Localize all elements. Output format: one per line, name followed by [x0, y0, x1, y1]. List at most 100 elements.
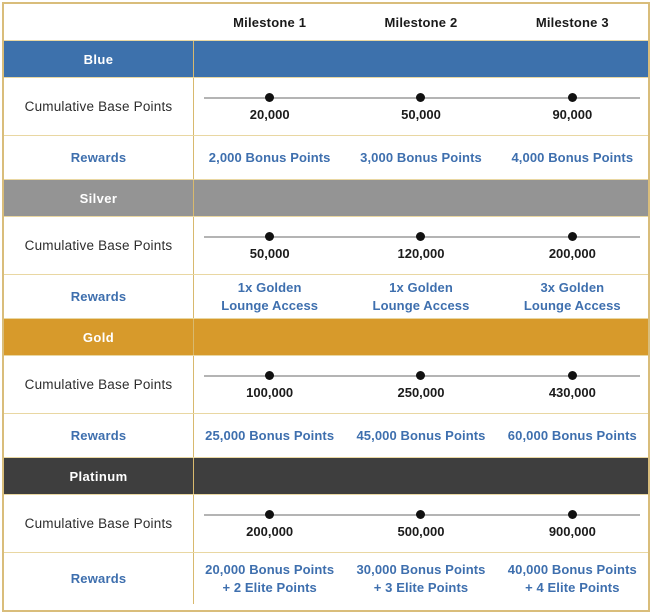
cumulative-row-gold: Cumulative Base Points 100,000 250,000 4… [4, 355, 648, 413]
milestone-point: 500,000 [345, 495, 496, 552]
milestone-point: 50,000 [194, 217, 345, 274]
milestone-value: 90,000 [552, 107, 593, 122]
tier-name: Platinum [69, 468, 128, 484]
milestone-value: 500,000 [397, 524, 445, 539]
cumulative-row-platinum: Cumulative Base Points 200,000 500,000 9… [4, 494, 648, 552]
cumulative-row-silver: Cumulative Base Points 50,000 120,000 20… [4, 216, 648, 274]
milestone-value: 430,000 [548, 385, 596, 400]
milestone-dot [416, 510, 426, 519]
rewards-row-gold: Rewards 25,000 Bonus Points 45,000 Bonus… [4, 413, 648, 457]
reward-item: 20,000 Bonus Points + 2 Elite Points [194, 553, 345, 604]
row-label-rewards: Rewards [70, 571, 127, 586]
reward-line-1: 45,000 Bonus Points [356, 427, 486, 443]
milestone-value: 250,000 [397, 385, 445, 400]
milestone-slider: 50,000 120,000 200,000 [194, 217, 648, 274]
column-header-milestone-1: Milestone 1 [233, 14, 307, 30]
milestone-dot [567, 510, 577, 519]
reward-line-1: 3x Golden [540, 279, 605, 295]
milestone-point: 120,000 [345, 217, 496, 274]
milestone-dot [416, 371, 426, 380]
milestone-dot [416, 93, 426, 102]
reward-line-2: Lounge Access [523, 297, 621, 313]
tier-band-fill [194, 180, 648, 216]
tier-band-blue: Blue [4, 40, 648, 77]
reward-item: 3,000 Bonus Points [345, 136, 496, 179]
reward-line-2: + 3 Elite Points [373, 579, 469, 595]
tier-band-fill [194, 458, 648, 494]
reward-line-2: + 4 Elite Points [525, 579, 620, 595]
milestone-value: 120,000 [397, 246, 445, 261]
milestone-value: 100,000 [246, 385, 294, 400]
row-label-rewards: Rewards [70, 289, 127, 304]
row-label-rewards: Rewards [70, 428, 127, 443]
row-label-cumulative: Cumulative Base Points [24, 99, 173, 114]
row-label-cumulative: Cumulative Base Points [24, 238, 173, 253]
rewards-row-platinum: Rewards 20,000 Bonus Points + 2 Elite Po… [4, 552, 648, 604]
milestone-dot [416, 232, 426, 241]
reward-line-1: 20,000 Bonus Points [205, 561, 335, 577]
row-label-cumulative: Cumulative Base Points [24, 516, 173, 531]
reward-item: 2,000 Bonus Points [194, 136, 345, 179]
reward-line-2: Lounge Access [221, 297, 319, 313]
reward-line-1: 1x Golden [237, 279, 302, 295]
milestone-dot [567, 371, 577, 380]
reward-line-1: 40,000 Bonus Points [507, 561, 637, 577]
milestone-point: 20,000 [194, 78, 345, 135]
reward-line-1: 1x Golden [389, 279, 453, 295]
milestone-dot [567, 93, 577, 102]
reward-item: 1x Golden Lounge Access [345, 275, 496, 318]
header-row: Milestone 1 Milestone 2 Milestone 3 [4, 4, 648, 40]
tier-name: Blue [83, 51, 114, 67]
milestone-point: 250,000 [345, 356, 496, 413]
milestone-value: 200,000 [548, 246, 596, 261]
reward-line-1: 60,000 Bonus Points [507, 427, 637, 443]
column-header-milestone-2: Milestone 2 [384, 14, 458, 30]
reward-line-1: 2,000 Bonus Points [208, 149, 331, 165]
milestone-value: 20,000 [249, 107, 290, 122]
tier-band-silver: Silver [4, 179, 648, 216]
milestone-slider: 20,000 50,000 90,000 [194, 78, 648, 135]
reward-line-1: 30,000 Bonus Points [356, 561, 486, 577]
rewards-row-blue: Rewards 2,000 Bonus Points 3,000 Bonus P… [4, 135, 648, 179]
column-header-milestone-3: Milestone 3 [535, 14, 609, 30]
header-spacer [4, 4, 194, 40]
milestone-dot [265, 93, 275, 102]
milestone-dot [265, 232, 275, 241]
reward-line-2: Lounge Access [372, 297, 470, 313]
reward-item: 60,000 Bonus Points [497, 414, 648, 457]
reward-item: 25,000 Bonus Points [194, 414, 345, 457]
milestone-slider: 200,000 500,000 900,000 [194, 495, 648, 552]
milestone-value: 900,000 [548, 524, 596, 539]
reward-item: 4,000 Bonus Points [497, 136, 648, 179]
reward-item: 30,000 Bonus Points + 3 Elite Points [345, 553, 496, 604]
reward-item: 45,000 Bonus Points [345, 414, 496, 457]
reward-line-1: 25,000 Bonus Points [205, 427, 335, 443]
reward-item: 3x Golden Lounge Access [497, 275, 648, 318]
rewards-row-silver: Rewards 1x Golden Lounge Access 1x Golde… [4, 274, 648, 318]
milestone-point: 200,000 [194, 495, 345, 552]
milestone-value: 200,000 [246, 524, 294, 539]
reward-line-2: + 2 Elite Points [222, 579, 317, 595]
reward-line-1: 4,000 Bonus Points [511, 149, 634, 165]
milestone-point: 100,000 [194, 356, 345, 413]
tier-band-fill [194, 319, 648, 355]
milestone-point: 200,000 [497, 217, 648, 274]
row-label-cumulative: Cumulative Base Points [24, 377, 173, 392]
milestone-slider: 100,000 250,000 430,000 [194, 356, 648, 413]
tier-band-fill [194, 41, 648, 77]
tier-name: Silver [79, 190, 118, 206]
reward-item: 1x Golden Lounge Access [194, 275, 345, 318]
milestone-value: 50,000 [401, 107, 441, 122]
milestone-value: 50,000 [249, 246, 290, 261]
tier-band-platinum: Platinum [4, 457, 648, 494]
milestone-point: 900,000 [497, 495, 648, 552]
tier-name: Gold [82, 329, 115, 345]
milestone-dot [265, 510, 275, 519]
milestone-dot [265, 371, 275, 380]
cumulative-row-blue: Cumulative Base Points 20,000 50,000 90,… [4, 77, 648, 135]
row-label-rewards: Rewards [70, 150, 127, 165]
reward-line-1: 3,000 Bonus Points [360, 149, 482, 165]
milestone-point: 430,000 [497, 356, 648, 413]
milestone-point: 90,000 [497, 78, 648, 135]
